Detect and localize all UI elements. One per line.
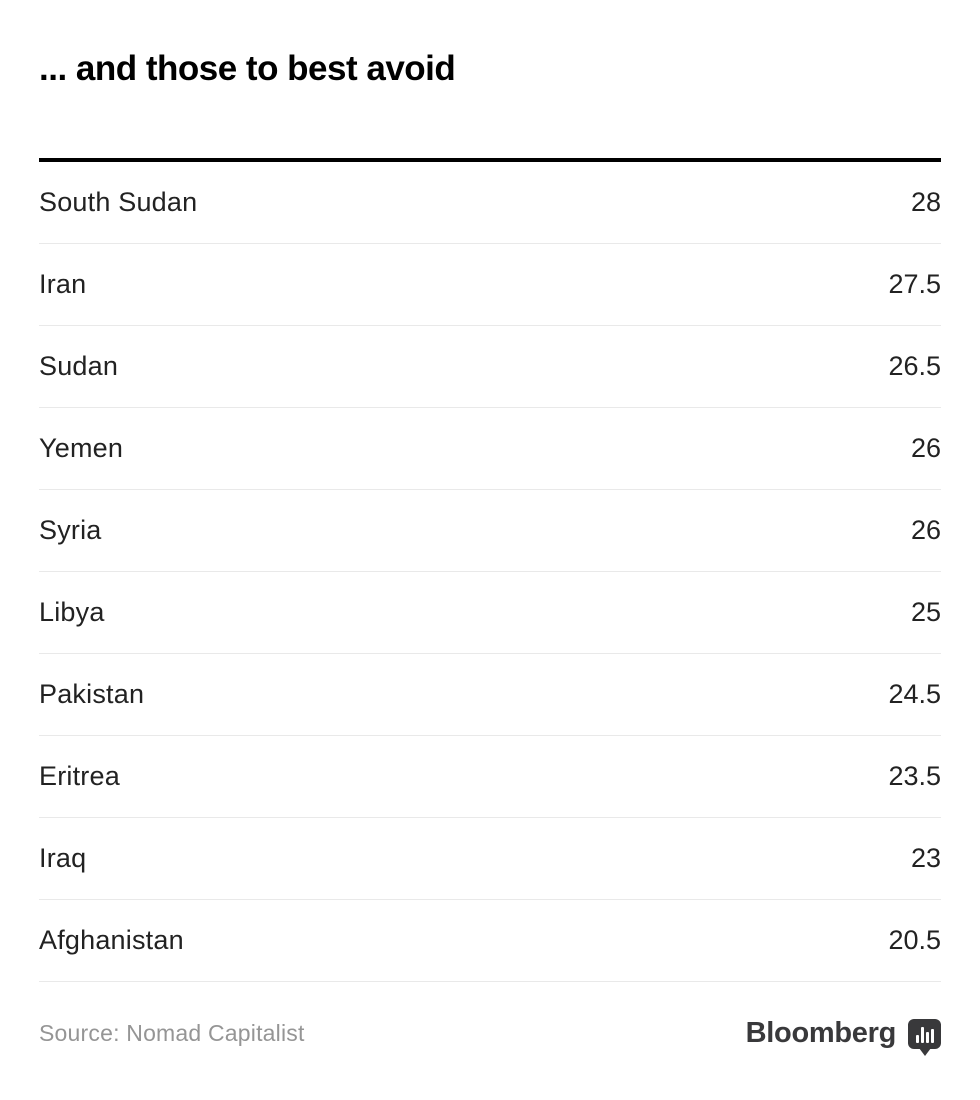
country-label: Iraq <box>39 843 87 873</box>
country-label: Libya <box>39 597 105 627</box>
table-row: Syria 26 <box>39 490 941 572</box>
chart-title: ... and those to best avoid <box>39 49 456 88</box>
ranking-table: South Sudan 28 Iran 27.5 Sudan 26.5 Yeme… <box>39 158 941 982</box>
country-label: Eritrea <box>39 761 120 791</box>
table-row: Sudan 26.5 <box>39 326 941 408</box>
table-row: Iraq 23 <box>39 818 941 900</box>
country-label: Afghanistan <box>39 925 184 955</box>
country-label: Sudan <box>39 351 119 381</box>
bloomberg-wordmark: Bloomberg <box>745 1016 897 1049</box>
country-value: 23 <box>910 843 941 873</box>
country-value: 23.5 <box>888 761 941 791</box>
country-value: 25 <box>910 597 941 627</box>
country-value: 26.5 <box>888 351 941 381</box>
table-row: Libya 25 <box>39 572 941 654</box>
footer: Source: Nomad Capitalist Bloomberg <box>39 1008 941 1058</box>
country-value: 27.5 <box>888 269 941 299</box>
country-label: Yemen <box>39 433 124 463</box>
table-row: Afghanistan 20.5 <box>39 900 941 982</box>
bloomberg-logo: Bloomberg <box>746 1017 941 1050</box>
country-value: 26 <box>910 515 941 545</box>
country-value: 24.5 <box>888 679 941 709</box>
country-label: Iran <box>39 269 87 299</box>
table-row: Pakistan 24.5 <box>39 654 941 736</box>
country-value: 28 <box>910 187 941 217</box>
speech-bubble-bar-chart-icon <box>908 1019 941 1049</box>
country-label: Pakistan <box>39 679 145 709</box>
country-value: 20.5 <box>888 925 941 955</box>
table-row: Eritrea 23.5 <box>39 736 941 818</box>
country-label: Syria <box>39 515 102 545</box>
table-row: Yemen 26 <box>39 408 941 490</box>
country-value: 26 <box>910 433 941 463</box>
table-row: South Sudan 28 <box>39 162 941 244</box>
country-label: South Sudan <box>39 187 198 217</box>
source-credit: Source: Nomad Capitalist <box>39 1019 305 1046</box>
table-row: Iran 27.5 <box>39 244 941 326</box>
